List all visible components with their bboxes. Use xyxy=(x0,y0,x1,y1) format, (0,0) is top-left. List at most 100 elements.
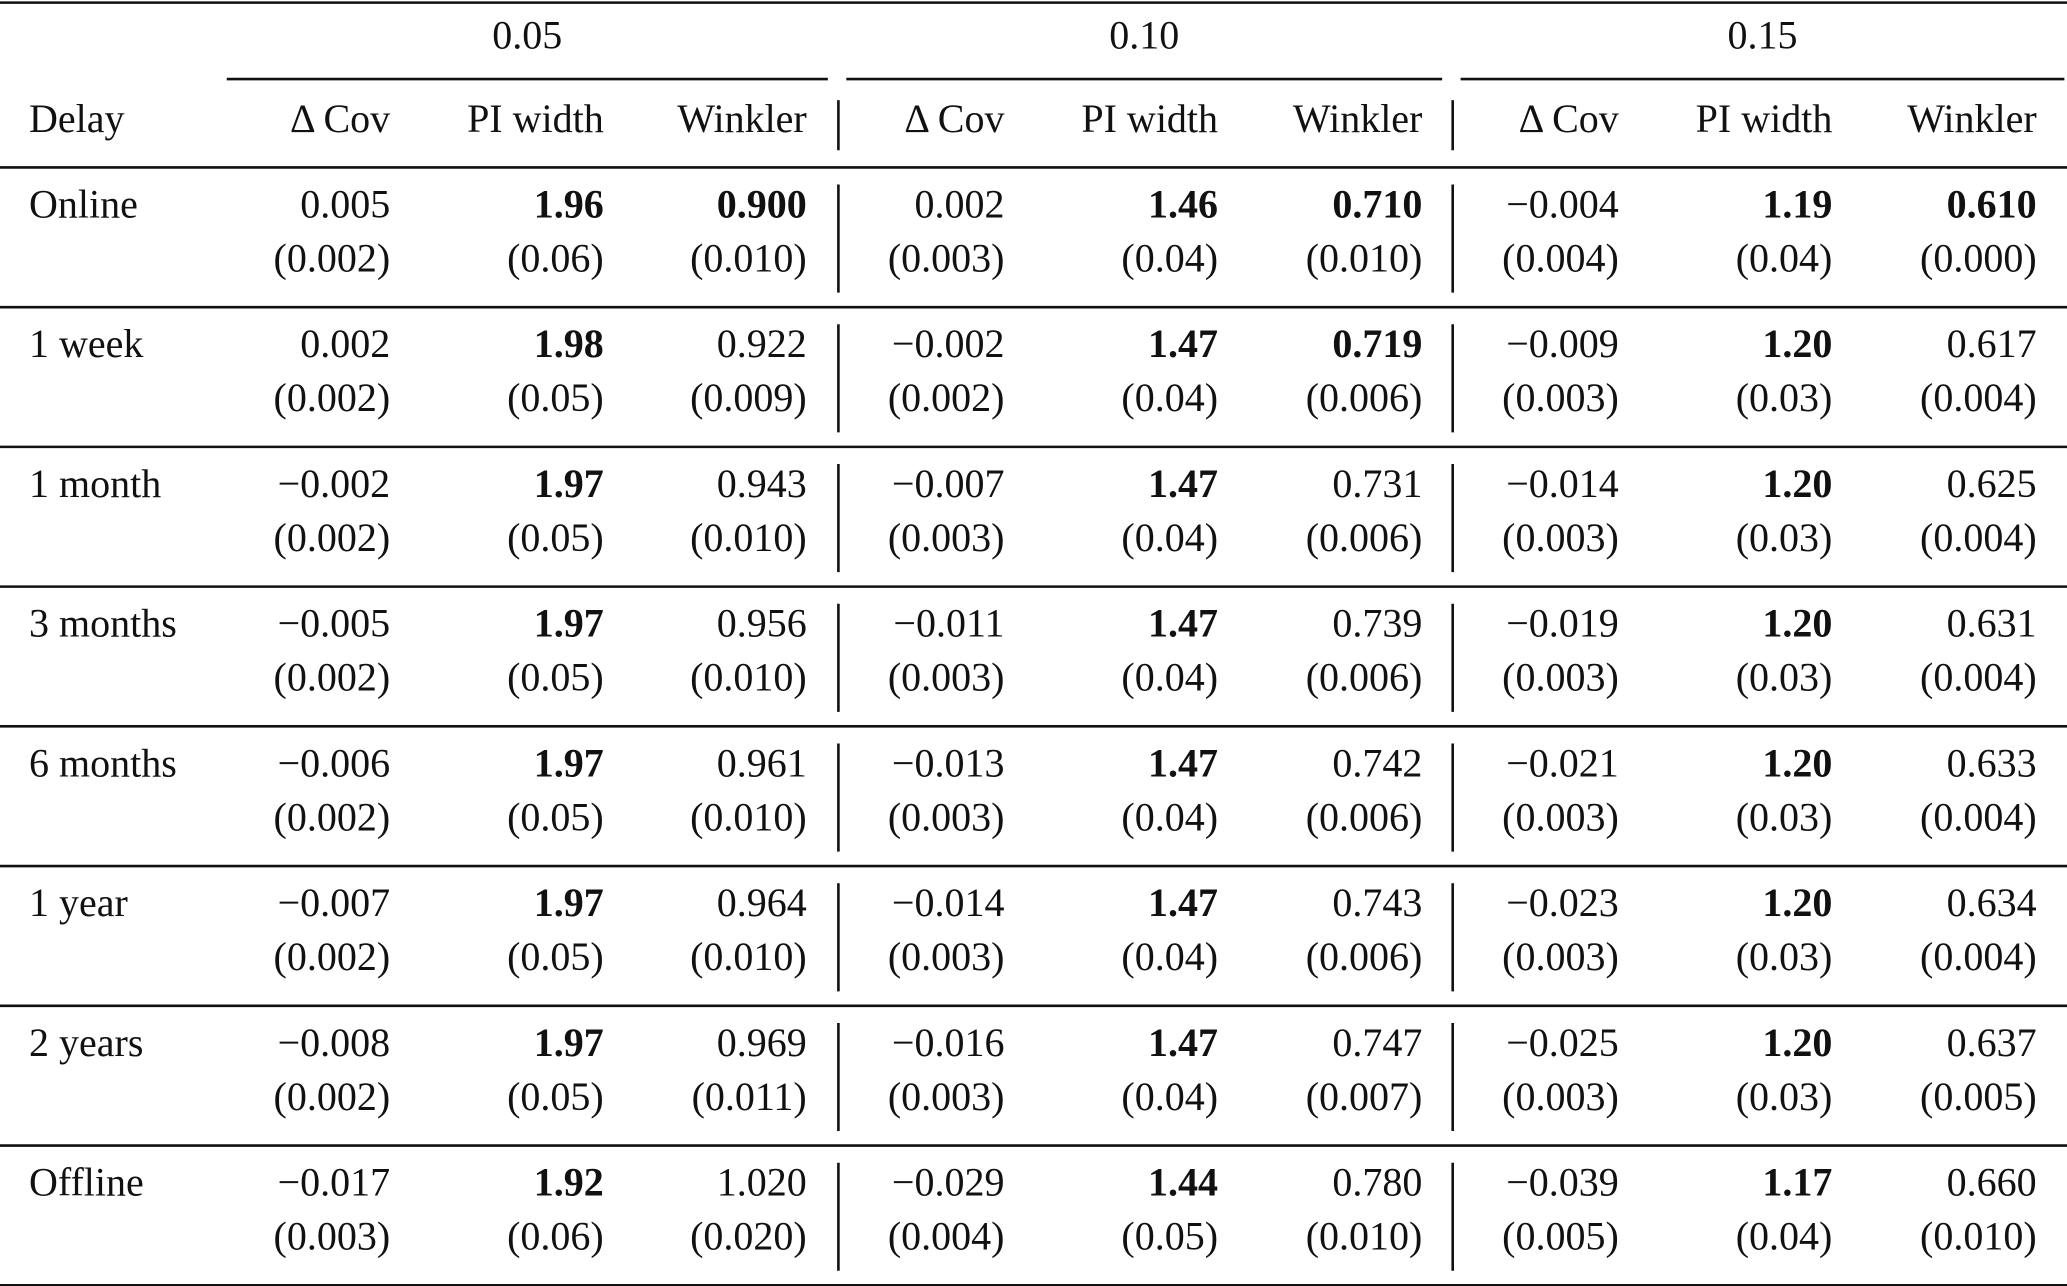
group-header: 0.10 xyxy=(1109,13,1179,58)
cell-value: 1.20 xyxy=(1762,880,1832,925)
cell-se: (0.010) xyxy=(690,236,807,281)
cell-se: (0.04) xyxy=(1736,1214,1833,1259)
column-header: PI width xyxy=(1696,96,1833,141)
cell-value: 1.97 xyxy=(534,601,604,646)
cell-value: −0.021 xyxy=(1506,740,1619,785)
cell-value: −0.014 xyxy=(1506,461,1619,506)
cell-value: 1.20 xyxy=(1762,321,1832,366)
cell-se: (0.004) xyxy=(1920,515,2037,560)
cell-value: −0.002 xyxy=(892,321,1005,366)
cell-value: 1.47 xyxy=(1148,461,1218,506)
cell-value: 1.92 xyxy=(534,1160,604,1205)
cell-se: (0.03) xyxy=(1736,794,1833,839)
cell-se: (0.04) xyxy=(1121,794,1218,839)
cell-value: 1.17 xyxy=(1762,1160,1832,1205)
row-label: Online xyxy=(29,181,138,226)
cell-value: −0.004 xyxy=(1506,181,1619,226)
cell-se: (0.05) xyxy=(507,655,604,700)
cell-value: 1.46 xyxy=(1148,181,1218,226)
cell-se: (0.002) xyxy=(274,236,391,281)
cell-se: (0.005) xyxy=(1502,1214,1619,1259)
cell-value: 1.97 xyxy=(534,880,604,925)
cell-se: (0.010) xyxy=(690,794,807,839)
cell-value: 1.20 xyxy=(1762,1020,1832,1065)
cell-value: 0.610 xyxy=(1947,181,2037,226)
cell-se: (0.000) xyxy=(1920,236,2037,281)
cell-se: (0.05) xyxy=(507,375,604,420)
cell-se: (0.002) xyxy=(274,375,391,420)
cell-value: −0.002 xyxy=(278,461,391,506)
cell-se: (0.04) xyxy=(1736,236,1833,281)
row-label: 1 month xyxy=(29,461,161,506)
cell-value: 0.719 xyxy=(1332,321,1422,366)
row-label: 3 months xyxy=(29,601,177,646)
cell-value: 1.97 xyxy=(534,461,604,506)
cell-se: (0.03) xyxy=(1736,655,1833,700)
cell-se: (0.006) xyxy=(1306,794,1423,839)
cell-se: (0.010) xyxy=(1306,236,1423,281)
cell-se: (0.04) xyxy=(1121,236,1218,281)
cell-se: (0.002) xyxy=(888,375,1005,420)
cell-se: (0.006) xyxy=(1306,515,1423,560)
cell-se: (0.002) xyxy=(274,934,391,979)
cell-value: −0.013 xyxy=(892,740,1005,785)
cell-se: (0.003) xyxy=(888,236,1005,281)
cell-se: (0.004) xyxy=(1920,934,2037,979)
cell-se: (0.002) xyxy=(274,515,391,560)
cell-se: (0.010) xyxy=(690,655,807,700)
column-header: Δ Cov xyxy=(904,96,1004,141)
cell-value: −0.009 xyxy=(1506,321,1619,366)
cell-se: (0.006) xyxy=(1306,375,1423,420)
cell-value: 0.900 xyxy=(717,181,807,226)
cell-se: (0.03) xyxy=(1736,515,1833,560)
cell-se: (0.05) xyxy=(507,934,604,979)
cell-se: (0.010) xyxy=(1920,1214,2037,1259)
cell-se: (0.003) xyxy=(888,515,1005,560)
cell-value: 0.617 xyxy=(1947,321,2037,366)
cell-se: (0.05) xyxy=(507,1074,604,1119)
cell-value: 0.633 xyxy=(1947,740,2037,785)
cell-value: 0.002 xyxy=(300,321,390,366)
cell-se: (0.04) xyxy=(1121,934,1218,979)
cell-value: 0.742 xyxy=(1332,740,1422,785)
cell-se: (0.004) xyxy=(1502,236,1619,281)
cell-value: −0.017 xyxy=(278,1160,391,1205)
cell-se: (0.003) xyxy=(888,934,1005,979)
column-header: PI width xyxy=(467,96,604,141)
cell-value: 0.956 xyxy=(717,601,807,646)
cell-value: −0.007 xyxy=(892,461,1005,506)
cell-se: (0.003) xyxy=(1502,375,1619,420)
cell-value: 0.625 xyxy=(1947,461,2037,506)
cell-value: 0.739 xyxy=(1332,601,1422,646)
group-header: 0.05 xyxy=(492,13,562,58)
cell-se: (0.004) xyxy=(1920,794,2037,839)
cell-se: (0.05) xyxy=(507,515,604,560)
cell-se: (0.05) xyxy=(1121,1214,1218,1259)
cell-value: 1.20 xyxy=(1762,461,1832,506)
row-label: 2 years xyxy=(29,1020,143,1065)
cell-value: 1.96 xyxy=(534,181,604,226)
cell-value: 1.47 xyxy=(1148,321,1218,366)
cell-value: 1.47 xyxy=(1148,740,1218,785)
cell-value: −0.019 xyxy=(1506,601,1619,646)
cell-value: −0.023 xyxy=(1506,880,1619,925)
cell-se: (0.03) xyxy=(1736,934,1833,979)
cell-se: (0.003) xyxy=(888,1074,1005,1119)
cell-value: 1.19 xyxy=(1762,181,1832,226)
cell-se: (0.010) xyxy=(1306,1214,1423,1259)
cell-value: 1.44 xyxy=(1148,1160,1218,1205)
cell-se: (0.010) xyxy=(690,934,807,979)
cell-value: 0.731 xyxy=(1332,461,1422,506)
cell-value: 0.634 xyxy=(1947,880,2037,925)
row-label: 1 year xyxy=(29,880,128,925)
column-header: Winkler xyxy=(677,96,806,141)
cell-value: −0.008 xyxy=(278,1020,391,1065)
cell-se: (0.003) xyxy=(888,655,1005,700)
cell-se: (0.010) xyxy=(690,515,807,560)
cell-value: −0.006 xyxy=(278,740,391,785)
cell-se: (0.002) xyxy=(274,794,391,839)
row-header: Delay xyxy=(29,96,125,141)
row-label: Offline xyxy=(29,1160,144,1205)
